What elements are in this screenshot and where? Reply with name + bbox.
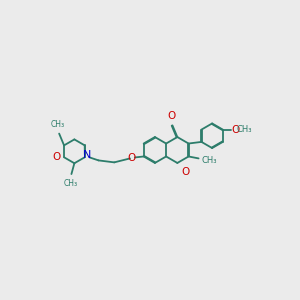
Text: O: O <box>181 167 190 177</box>
Text: CH₃: CH₃ <box>63 179 77 188</box>
Text: N: N <box>82 151 91 160</box>
Text: CH₃: CH₃ <box>202 156 217 165</box>
Text: O: O <box>53 152 61 162</box>
Text: O: O <box>167 112 175 122</box>
Text: O: O <box>128 153 136 164</box>
Text: CH₃: CH₃ <box>51 120 65 129</box>
Text: O: O <box>231 124 239 135</box>
Text: CH₃: CH₃ <box>236 125 252 134</box>
